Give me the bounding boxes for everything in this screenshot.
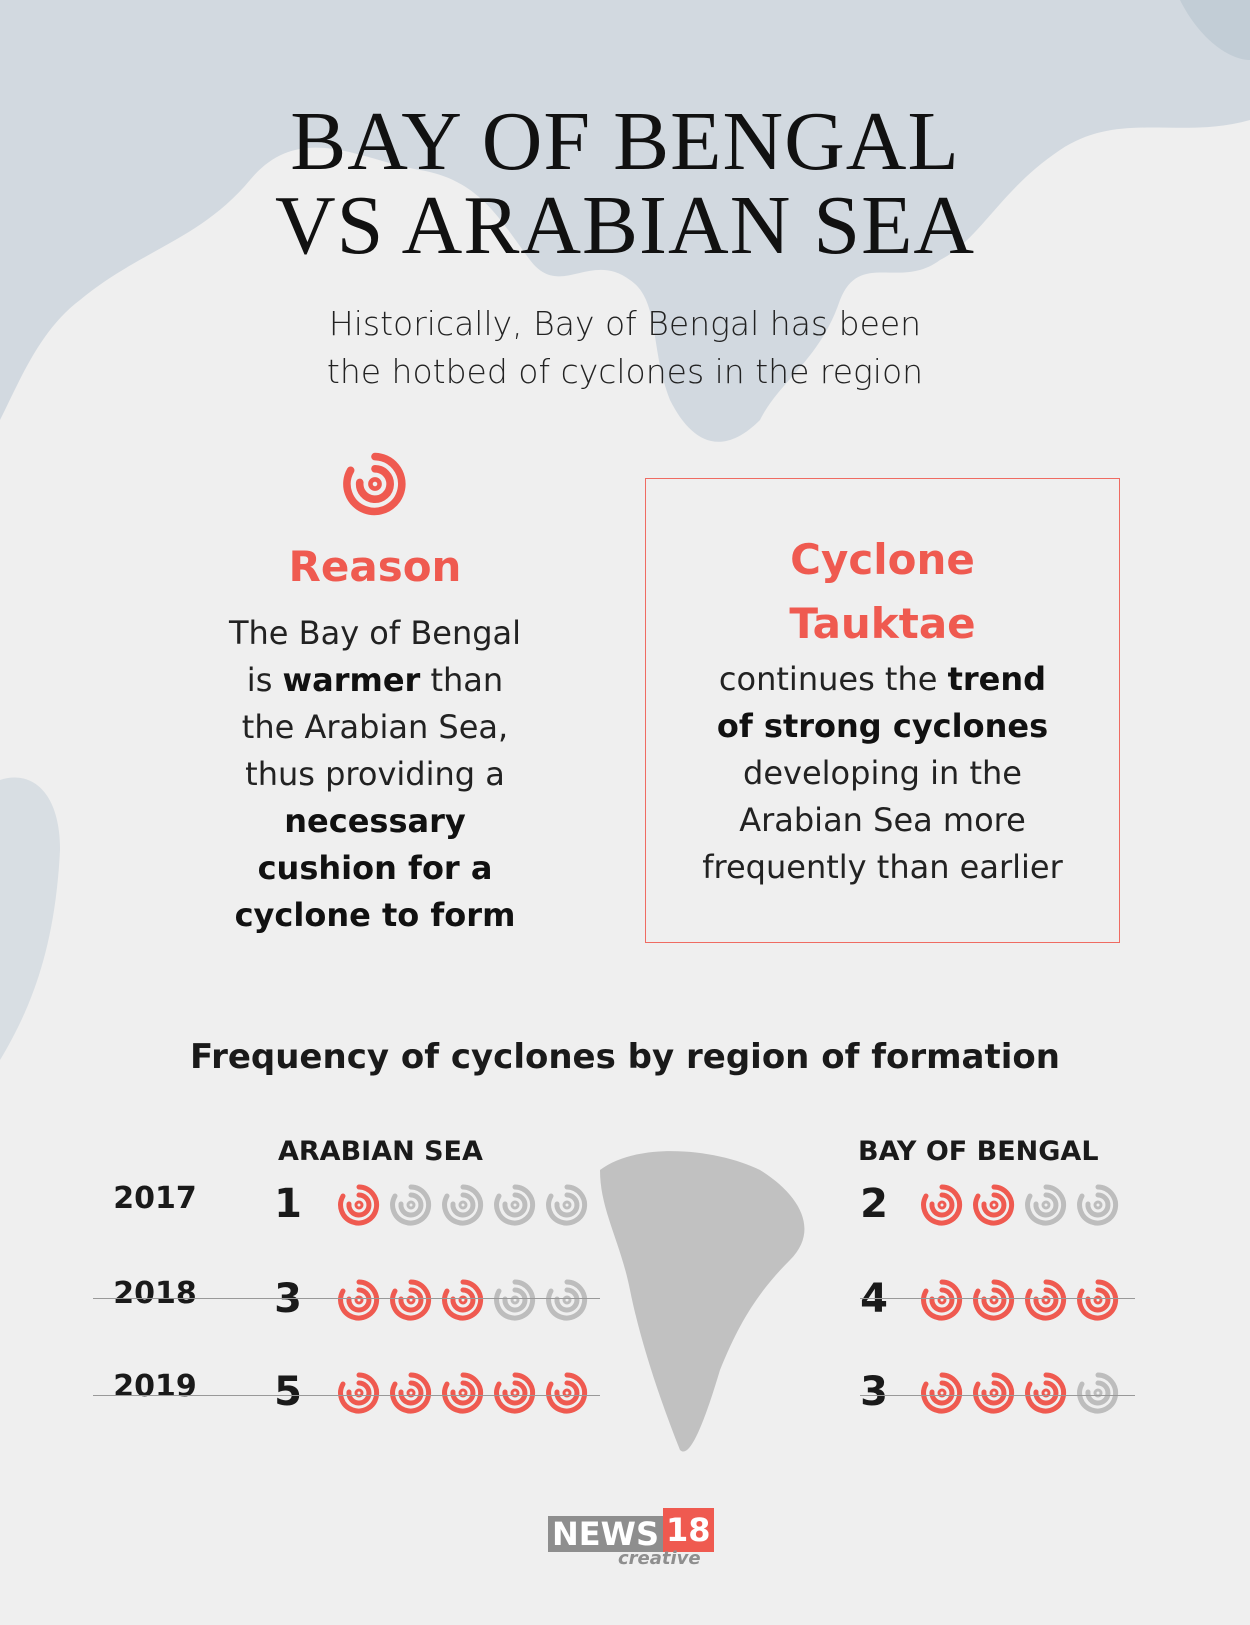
chart-title: Frequency of cyclones by region of forma…	[190, 1037, 1060, 1077]
row-divider	[93, 1298, 600, 1299]
cyclone-icon-filled	[1025, 1372, 1067, 1414]
cyclone-icon-filled	[338, 1279, 380, 1321]
subtitle: Historically, Bay of Bengal has been the…	[0, 300, 1250, 396]
land-mass-north	[0, 0, 1250, 442]
cyclone-icon-filled	[390, 1372, 432, 1414]
india-map	[600, 1151, 805, 1452]
arabian-sea-count: 1	[274, 1181, 302, 1227]
cyclone-icon-filled	[921, 1184, 963, 1226]
land-mass-africa	[0, 777, 60, 1060]
title-line-1: BAY OF BENGAL	[290, 95, 960, 188]
news18-logo: NEWS 18 creative	[548, 1508, 714, 1569]
cyclone-icon-filled	[921, 1279, 963, 1321]
year-label: 2018	[113, 1276, 197, 1311]
bay-of-bengal-count: 4	[860, 1276, 888, 1322]
cyclone-icon-filled	[494, 1372, 536, 1414]
cyclone-icon-empty	[1077, 1372, 1119, 1414]
year-label: 2019	[113, 1369, 197, 1404]
cyclone-icon-filled	[973, 1279, 1015, 1321]
cyclone-icon-empty	[546, 1184, 588, 1226]
cyclone-icon-filled	[442, 1279, 484, 1321]
arabian-sea-count: 5	[274, 1369, 302, 1415]
cyclone-icon-empty	[494, 1279, 536, 1321]
row-divider	[860, 1298, 1135, 1299]
cyclone-icon-empty	[1025, 1184, 1067, 1226]
tauktae-heading: Cyclone Tauktae	[789, 535, 976, 648]
row-divider	[93, 1395, 600, 1396]
bay-of-bengal-count: 2	[860, 1181, 888, 1227]
cyclone-icon-filled	[973, 1372, 1015, 1414]
reason-text: The Bay of Bengal is warmer than the Ara…	[228, 614, 522, 934]
subtitle-line-1: Historically, Bay of Bengal has been	[328, 304, 922, 343]
tauktae-text: continues the trend of strong cyclones d…	[702, 660, 1063, 886]
cyclone-icon-filled	[1077, 1279, 1119, 1321]
arabian-sea-count: 3	[274, 1276, 302, 1322]
title-line-2: VS ARABIAN SEA	[274, 179, 976, 272]
cyclone-icon-filled	[1025, 1279, 1067, 1321]
cyclone-icon-filled	[921, 1372, 963, 1414]
bay-of-bengal-count: 3	[860, 1369, 888, 1415]
row-divider	[860, 1395, 1135, 1396]
cyclone-icon-empty	[1077, 1184, 1119, 1226]
cyclone-icon-empty	[390, 1184, 432, 1226]
cyclone-icon-empty	[442, 1184, 484, 1226]
page-title: BAY OF BENGAL VS ARABIAN SEA	[0, 100, 1250, 268]
cyclone-icon-filled	[442, 1372, 484, 1414]
cyclone-icon-filled	[546, 1372, 588, 1414]
reason-heading: Reason	[288, 542, 462, 591]
cyclone-icon	[343, 452, 407, 516]
cyclone-icon-empty	[494, 1184, 536, 1226]
cyclone-icon-filled	[390, 1279, 432, 1321]
year-label: 2017	[113, 1181, 197, 1216]
cyclone-icon-filled	[338, 1372, 380, 1414]
cyclone-icon-filled	[973, 1184, 1015, 1226]
cyclone-icon-filled	[338, 1184, 380, 1226]
column-header-bay-of-bengal: BAY OF BENGAL	[858, 1136, 1099, 1167]
column-header-arabian-sea: ARABIAN SEA	[278, 1136, 483, 1167]
tauktae-box	[645, 478, 1120, 943]
subtitle-line-2: the hotbed of cyclones in the region	[326, 352, 924, 391]
cyclone-icon-empty	[546, 1279, 588, 1321]
